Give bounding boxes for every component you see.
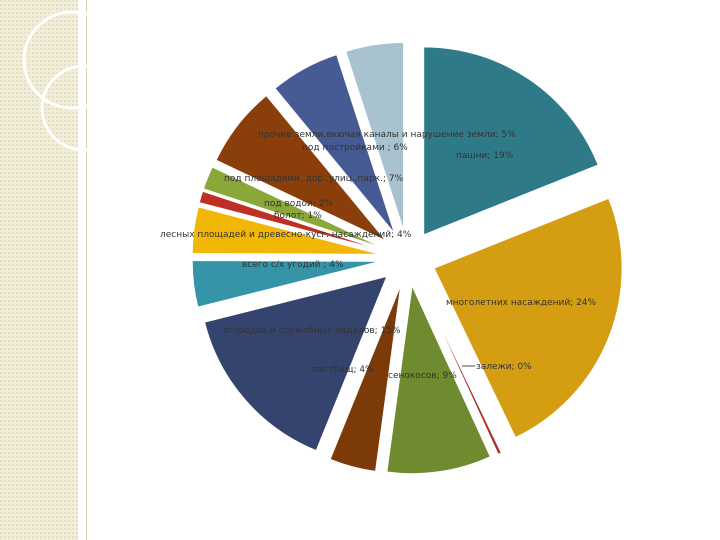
slice-label-2: залежи; 0% [476, 362, 532, 372]
slice-label-11: под постройками ; 6% [302, 143, 408, 153]
slice-label-5: огородов и служебных наделов; 15% [223, 326, 401, 336]
pie-slice-3 [386, 283, 491, 475]
decorative-side-panel [0, 0, 78, 540]
pie-slice-10 [215, 94, 387, 242]
slice-label-0: пашни; 19% [456, 151, 514, 161]
slice-label-12: прочие земли,вкючая каналы и нарушение з… [258, 130, 516, 140]
slice-label-3: сенокосов; 9% [388, 371, 457, 381]
slice-label-1: многолетних насаждений; 24% [446, 298, 597, 308]
side-divider [86, 0, 87, 540]
pie-slice-8 [198, 190, 382, 251]
pie-slice-7 [191, 206, 381, 255]
slice-label-6: всего с/х угодий ; 4% [242, 260, 344, 270]
slice-label-7: лесных площадей и древесно-кусг. насажде… [160, 230, 412, 240]
slice-label-4: пастбищ; 4% [312, 365, 374, 375]
pie-slice-5 [203, 275, 388, 452]
decorative-ring-top [22, 10, 122, 110]
pie-labels: пашни; 19% многолетних насаждений; 24% зал… [160, 130, 597, 381]
pie-slice-9 [202, 166, 383, 249]
slice-label-10: под площадями, дор.,улиц.,парк.; 7% [224, 174, 404, 184]
slice-label-8: болот; 1% [274, 211, 322, 221]
slice-label-9: под водой; 2% [264, 199, 333, 209]
pie-slice-1 [433, 197, 623, 439]
decorative-ring-bottom [40, 64, 128, 152]
pie-slices [191, 41, 623, 475]
decorative-circles [22, 10, 128, 152]
pie-slice-12 [345, 41, 405, 231]
pie-slice-0 [423, 46, 599, 236]
pie-slice-2 [419, 283, 502, 455]
pie-slice-6 [191, 259, 381, 308]
pie-slice-4 [329, 284, 402, 472]
pie-slice-11 [274, 53, 396, 234]
